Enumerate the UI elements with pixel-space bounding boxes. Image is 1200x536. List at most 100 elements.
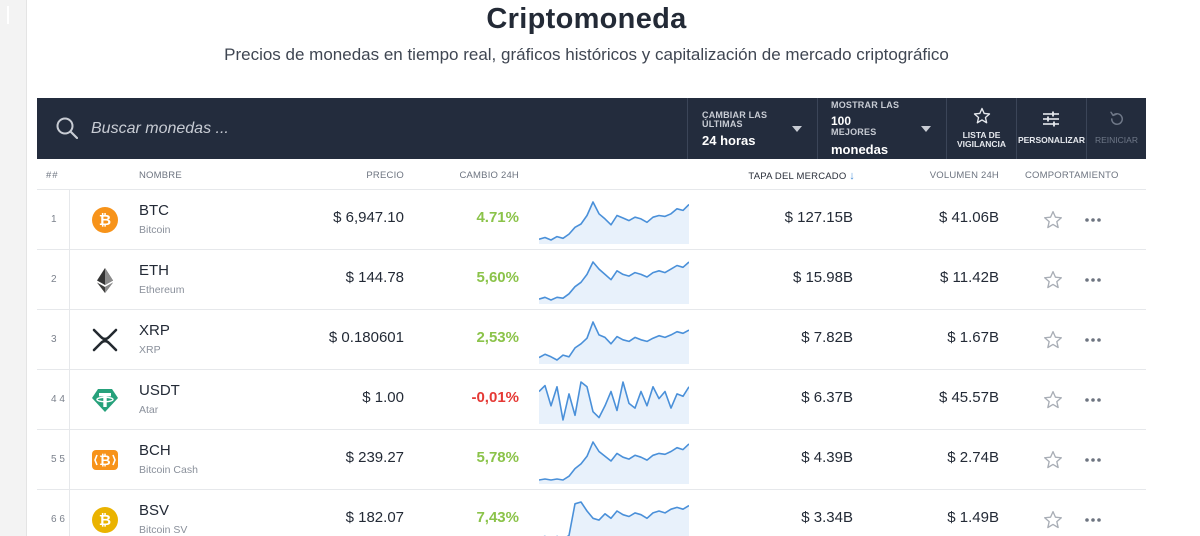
change-period-value: 24 horas <box>702 133 756 148</box>
market-cap: $ 15.98B <box>792 269 853 286</box>
toolbar: CAMBIAR LAS ÚLTIMAS 24 horas MOSTRAR LAS… <box>37 98 1146 159</box>
price-sparkline <box>539 321 689 364</box>
sparkline-line <box>539 201 689 241</box>
svg-text:₿: ₿ <box>99 512 111 529</box>
more-options-icon[interactable] <box>1083 452 1103 468</box>
column-change[interactable]: CAMBIO 24H <box>459 170 519 181</box>
volume-24h: $ 45.57B <box>938 389 999 406</box>
reset-button[interactable]: REINICIAR <box>1086 98 1146 159</box>
watchlist-button[interactable]: LISTA DE VIGILANCIA <box>946 98 1016 159</box>
coin-symbol[interactable]: BTC <box>139 202 169 219</box>
sparkline-area <box>539 322 689 364</box>
star-icon[interactable] <box>1043 330 1063 350</box>
watchlist-label-1: LISTA DE <box>962 130 1001 140</box>
rank: 5 5 <box>51 454 65 465</box>
sparkline-area <box>539 262 689 304</box>
star-icon[interactable] <box>1043 270 1063 290</box>
customize-label: PERSONALIZAR <box>1017 135 1086 145</box>
sparkline-line <box>539 441 689 481</box>
rank: 6 6 <box>51 514 65 525</box>
show-top-dropdown[interactable]: MOSTRAR LAS 100 MEJORES monedas <box>817 98 946 159</box>
more-options-icon[interactable] <box>1083 332 1103 348</box>
column-rank[interactable]: ## <box>46 170 59 181</box>
chevron-down-icon <box>921 126 931 132</box>
search-area <box>37 98 687 159</box>
rank: 3 <box>51 334 57 345</box>
coin-symbol[interactable]: USDT <box>139 382 180 399</box>
column-name[interactable]: NOMBRE <box>139 170 182 181</box>
xrp-icon <box>92 328 118 352</box>
ethereum-icon <box>97 268 113 293</box>
table-row[interactable]: 1 ₿ BTC Bitcoin $ 6,947.10 4.71% $ 127.15B $ 41… <box>37 190 1146 250</box>
price-sparkline <box>543 501 689 536</box>
show-top-value: monedas <box>831 142 889 157</box>
coin-symbol[interactable]: XRP <box>139 322 170 339</box>
price: $ 6,947.10 <box>333 209 404 226</box>
star-icon[interactable] <box>1043 390 1063 410</box>
table-row[interactable]: 3 XRP XRP $ 0.180601 2,53% $ 7.82B $ 1.67B <box>37 310 1146 370</box>
star-icon[interactable] <box>1043 210 1063 230</box>
column-price[interactable]: PRECIO <box>366 170 404 181</box>
coin-name: XRP <box>139 344 161 356</box>
more-options-icon[interactable] <box>1083 212 1103 228</box>
sparkline-line <box>543 501 689 536</box>
price-sparkline <box>539 201 689 244</box>
market-cap: $ 127.15B <box>784 209 853 226</box>
more-options-icon[interactable] <box>1083 512 1103 528</box>
search-icon[interactable] <box>56 117 78 139</box>
market-cap: $ 3.34B <box>801 509 853 526</box>
coin-symbol[interactable]: BCH <box>139 442 171 459</box>
page-subtitle: Precios de monedas en tiempo real, gráfi… <box>224 45 949 64</box>
svg-text:₿: ₿ <box>99 452 110 468</box>
more-options-icon[interactable] <box>1083 392 1103 408</box>
row-divider <box>69 490 70 536</box>
column-behavior: COMPORTAMIENTO <box>1025 170 1119 181</box>
change-24h: 7,43% <box>476 509 519 526</box>
column-volume[interactable]: VOLUMEN 24H <box>929 170 999 181</box>
row-divider <box>69 250 70 309</box>
search-input[interactable] <box>91 116 651 142</box>
volume-24h: $ 11.42B <box>940 269 999 286</box>
rank: 2 <box>51 274 57 285</box>
customize-button[interactable]: PERSONALIZAR <box>1016 98 1086 159</box>
show-top-label-2: MEJORES <box>831 127 877 137</box>
bitcoin-sv-icon: ₿ <box>92 507 118 533</box>
show-top-count: 100 <box>831 114 852 128</box>
coin-name: Atar <box>139 404 159 416</box>
svg-text:₿: ₿ <box>99 212 111 229</box>
table-header: ## NOMBRE PRECIO CAMBIO 24H TAPA DEL MER… <box>37 159 1146 190</box>
right-margin <box>1146 0 1200 536</box>
sparkline-area <box>539 442 689 484</box>
star-icon[interactable] <box>1043 510 1063 530</box>
sliders-icon <box>1043 111 1059 127</box>
column-market-cap[interactable]: TAPA DEL MERCADO ↓ <box>737 170 855 182</box>
rank: 1 <box>51 214 57 225</box>
price: $ 239.27 <box>345 449 404 466</box>
row-divider <box>69 310 70 369</box>
coin-name: Ethereum <box>139 284 185 296</box>
table-row[interactable]: 6 6 ₿ BSV Bitcoin SV $ 182.07 7,43% $ 3.34B $ 1… <box>37 490 1146 536</box>
change-24h: 5,60% <box>476 269 519 286</box>
reset-label: REINICIAR <box>1095 135 1138 145</box>
table-row[interactable]: 2 ETH Ethereum $ 144.78 5,60% $ 15.98B $ 11.42… <box>37 250 1146 310</box>
price-sparkline <box>539 381 689 424</box>
table-row[interactable]: 4 4 USDT Atar $ 1.00 -0,01% $ 6.37B $ 45.57B <box>37 370 1146 430</box>
coin-symbol[interactable]: BSV <box>139 502 170 519</box>
star-icon[interactable] <box>1043 450 1063 470</box>
more-options-icon[interactable] <box>1083 272 1103 288</box>
volume-24h: $ 1.67B <box>947 329 999 346</box>
coin-symbol[interactable]: ETH <box>139 262 169 279</box>
volume-24h: $ 1.49B <box>947 509 999 526</box>
page-title: Criptomoneda <box>486 3 687 35</box>
change-24h: -0,01% <box>471 389 519 406</box>
change-period-dropdown[interactable]: CAMBIAR LAS ÚLTIMAS 24 horas <box>687 98 817 159</box>
reset-icon <box>1110 111 1123 125</box>
row-divider <box>69 370 70 429</box>
table-row[interactable]: 5 5 ₿ BCH Bitcoin Cash $ 239.27 5,78% $ 4.39B $… <box>37 430 1146 490</box>
sparkline-area <box>568 502 689 536</box>
row-divider <box>69 430 70 489</box>
change-24h: 5,78% <box>476 449 519 466</box>
coin-name: Bitcoin SV <box>139 524 188 536</box>
change-period-label-1: CAMBIAR LAS <box>702 110 768 120</box>
sparkline-line <box>539 321 689 361</box>
